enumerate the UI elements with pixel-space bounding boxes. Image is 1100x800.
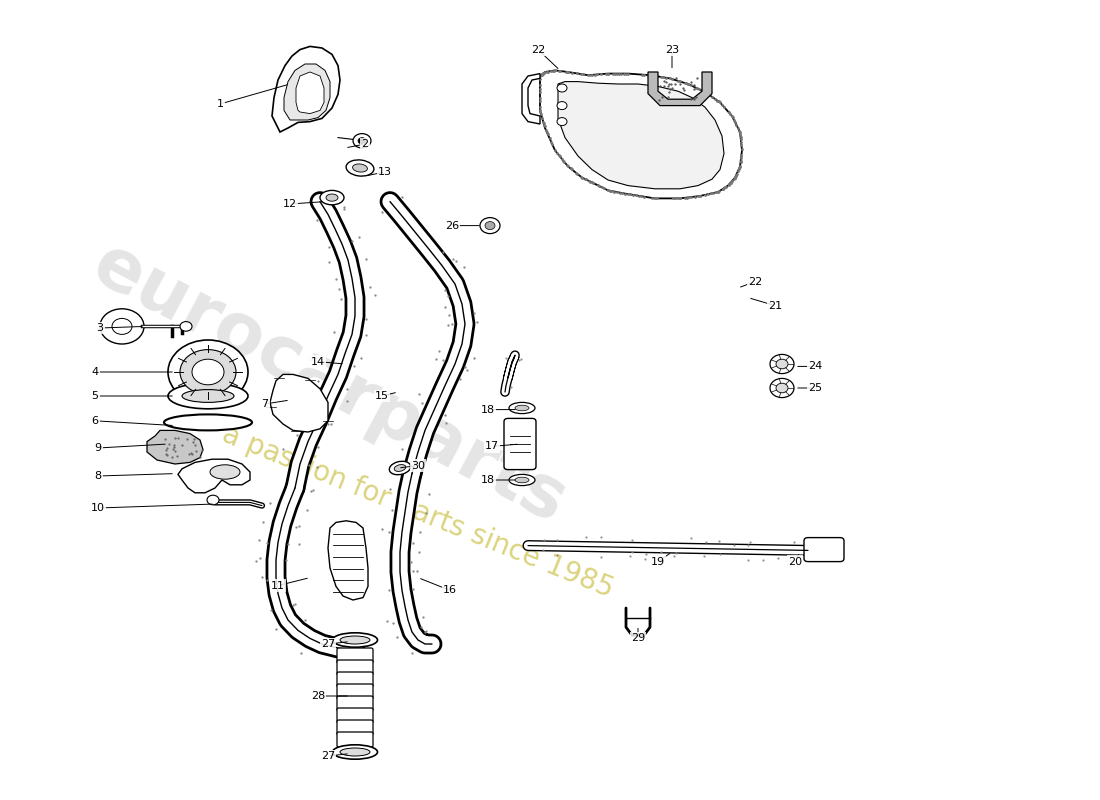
Text: 21: 21 bbox=[768, 301, 782, 310]
Text: 4: 4 bbox=[91, 367, 99, 377]
Circle shape bbox=[180, 322, 192, 331]
Circle shape bbox=[557, 84, 566, 92]
Ellipse shape bbox=[178, 418, 238, 426]
Ellipse shape bbox=[168, 383, 248, 409]
Circle shape bbox=[770, 354, 794, 374]
Text: 22: 22 bbox=[531, 45, 546, 54]
FancyBboxPatch shape bbox=[337, 684, 373, 699]
Text: 23: 23 bbox=[664, 45, 679, 54]
Text: 27: 27 bbox=[321, 639, 336, 649]
Text: 1: 1 bbox=[217, 99, 223, 109]
Ellipse shape bbox=[332, 633, 377, 647]
Text: 30: 30 bbox=[411, 461, 425, 470]
Ellipse shape bbox=[515, 477, 529, 482]
Text: 8: 8 bbox=[95, 471, 101, 481]
Polygon shape bbox=[178, 459, 250, 493]
FancyBboxPatch shape bbox=[337, 696, 373, 711]
Circle shape bbox=[557, 102, 566, 110]
Text: 5: 5 bbox=[91, 391, 99, 401]
Text: 17: 17 bbox=[485, 442, 499, 451]
Text: 28: 28 bbox=[311, 691, 326, 701]
Circle shape bbox=[776, 359, 788, 369]
Circle shape bbox=[192, 359, 224, 385]
Circle shape bbox=[207, 495, 219, 505]
Ellipse shape bbox=[515, 405, 529, 411]
Polygon shape bbox=[270, 374, 328, 432]
Text: 16: 16 bbox=[443, 586, 456, 595]
FancyBboxPatch shape bbox=[504, 418, 536, 470]
Text: 7: 7 bbox=[262, 399, 268, 409]
Text: 20: 20 bbox=[788, 557, 802, 566]
Polygon shape bbox=[522, 74, 540, 124]
Ellipse shape bbox=[394, 465, 406, 471]
Polygon shape bbox=[296, 72, 324, 114]
Circle shape bbox=[770, 378, 794, 398]
Text: 12: 12 bbox=[283, 199, 297, 209]
Text: 10: 10 bbox=[91, 503, 104, 513]
Text: 29: 29 bbox=[631, 634, 645, 643]
Ellipse shape bbox=[210, 465, 240, 479]
Polygon shape bbox=[648, 72, 712, 106]
Circle shape bbox=[353, 134, 371, 148]
Text: 14: 14 bbox=[311, 357, 326, 366]
Circle shape bbox=[776, 383, 788, 393]
Text: 18: 18 bbox=[481, 405, 495, 414]
Text: 15: 15 bbox=[375, 391, 389, 401]
Text: 2: 2 bbox=[362, 139, 369, 149]
Text: 22: 22 bbox=[748, 277, 762, 286]
Ellipse shape bbox=[332, 745, 377, 759]
Circle shape bbox=[485, 222, 495, 230]
Circle shape bbox=[100, 309, 144, 344]
Text: 3: 3 bbox=[97, 323, 103, 333]
Ellipse shape bbox=[340, 636, 370, 644]
Text: 19: 19 bbox=[651, 557, 666, 566]
FancyBboxPatch shape bbox=[337, 732, 373, 747]
Text: 18: 18 bbox=[481, 475, 495, 485]
Text: 24: 24 bbox=[807, 362, 822, 371]
FancyBboxPatch shape bbox=[337, 708, 373, 723]
Ellipse shape bbox=[346, 160, 374, 176]
Polygon shape bbox=[540, 70, 743, 198]
Polygon shape bbox=[284, 64, 330, 120]
Text: 27: 27 bbox=[321, 751, 336, 761]
Ellipse shape bbox=[509, 474, 535, 486]
Circle shape bbox=[168, 340, 248, 404]
Circle shape bbox=[112, 318, 132, 334]
Text: 25: 25 bbox=[807, 383, 822, 393]
Text: 9: 9 bbox=[95, 443, 101, 453]
Ellipse shape bbox=[320, 190, 344, 205]
Circle shape bbox=[557, 118, 566, 126]
Polygon shape bbox=[328, 521, 369, 600]
Ellipse shape bbox=[326, 194, 338, 202]
Ellipse shape bbox=[353, 164, 367, 172]
Ellipse shape bbox=[389, 462, 410, 474]
FancyBboxPatch shape bbox=[337, 648, 373, 663]
Circle shape bbox=[480, 218, 501, 234]
Ellipse shape bbox=[509, 402, 535, 414]
Circle shape bbox=[358, 138, 366, 144]
FancyBboxPatch shape bbox=[337, 660, 373, 675]
FancyBboxPatch shape bbox=[337, 720, 373, 735]
FancyBboxPatch shape bbox=[804, 538, 844, 562]
Circle shape bbox=[180, 350, 236, 394]
Polygon shape bbox=[272, 46, 340, 132]
Text: 6: 6 bbox=[91, 416, 99, 426]
Ellipse shape bbox=[340, 748, 370, 756]
Polygon shape bbox=[147, 430, 204, 464]
Text: 26: 26 bbox=[444, 221, 459, 230]
Text: 11: 11 bbox=[271, 581, 285, 590]
FancyBboxPatch shape bbox=[337, 672, 373, 687]
Polygon shape bbox=[558, 82, 724, 189]
Text: a passion for parts since 1985: a passion for parts since 1985 bbox=[218, 421, 618, 603]
Ellipse shape bbox=[182, 390, 234, 402]
Text: eurocarparts: eurocarparts bbox=[81, 230, 579, 538]
Ellipse shape bbox=[164, 414, 252, 430]
Text: 13: 13 bbox=[378, 167, 392, 177]
